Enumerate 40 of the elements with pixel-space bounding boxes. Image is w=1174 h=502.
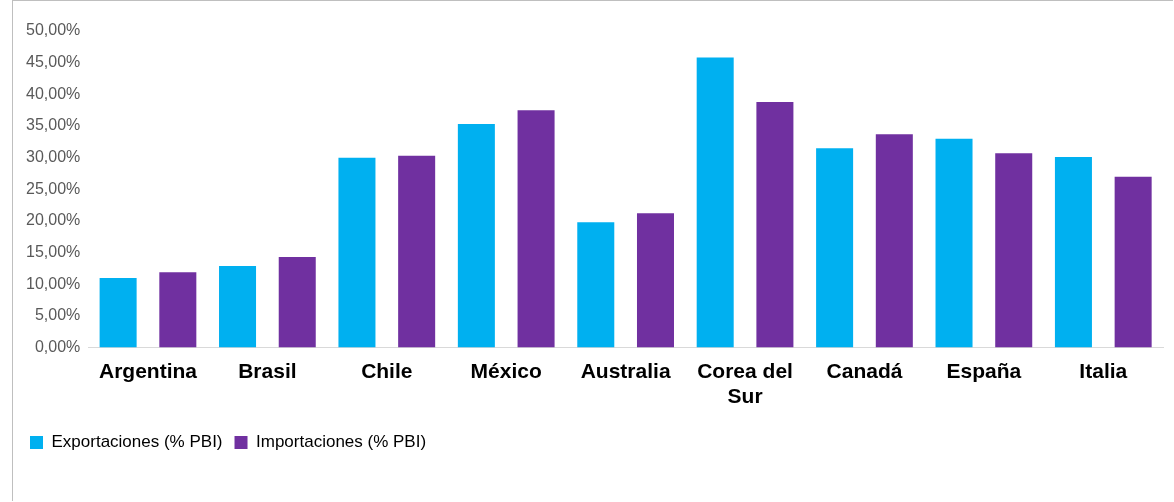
y-tick-label: 50,00%: [26, 21, 81, 39]
bar: [1114, 176, 1152, 348]
x-tick-label: Brasil: [238, 359, 297, 382]
y-tick-label: 40,00%: [26, 84, 81, 102]
legend-label: Exportaciones (% PBI): [51, 432, 223, 452]
bar: [577, 222, 615, 348]
x-tick-label: Corea del Sur: [697, 359, 793, 408]
bar: [935, 138, 973, 348]
bar: [219, 265, 257, 348]
bar: [338, 157, 376, 348]
y-tick-label: 25,00%: [26, 179, 81, 197]
bar: [696, 57, 734, 348]
x-tick-label: Italia: [1079, 359, 1128, 382]
bar: [99, 277, 137, 348]
bar: [457, 124, 495, 348]
x-tick-label: Australia: [580, 359, 671, 382]
bar: [278, 257, 316, 348]
bar: [756, 101, 794, 348]
bar: [159, 272, 197, 348]
bar: [816, 148, 854, 348]
y-tick-label: 20,00%: [26, 211, 81, 229]
bar: [995, 153, 1033, 348]
y-tick-label: 10,00%: [26, 274, 81, 292]
x-tick-label: España: [946, 359, 1022, 382]
x-tick-label: Chile: [361, 359, 413, 382]
x-tick-label: Canadá: [826, 359, 903, 382]
y-tick-label: 45,00%: [26, 53, 81, 71]
y-tick-label: 35,00%: [26, 116, 81, 134]
y-tick-label: 15,00%: [26, 243, 81, 261]
bar: [398, 155, 436, 348]
bar: [1054, 157, 1092, 348]
x-tick-label: Argentina: [98, 359, 198, 382]
legend-label: Importaciones (% PBI): [256, 432, 427, 452]
x-tick-label: México: [470, 359, 542, 382]
y-tick-label: 0,00%: [34, 338, 81, 356]
y-tick-label: 30,00%: [26, 148, 81, 166]
bar: [875, 134, 913, 348]
bar: [517, 110, 555, 348]
y-tick-label: 5,00%: [34, 306, 81, 324]
bar: [636, 213, 674, 348]
